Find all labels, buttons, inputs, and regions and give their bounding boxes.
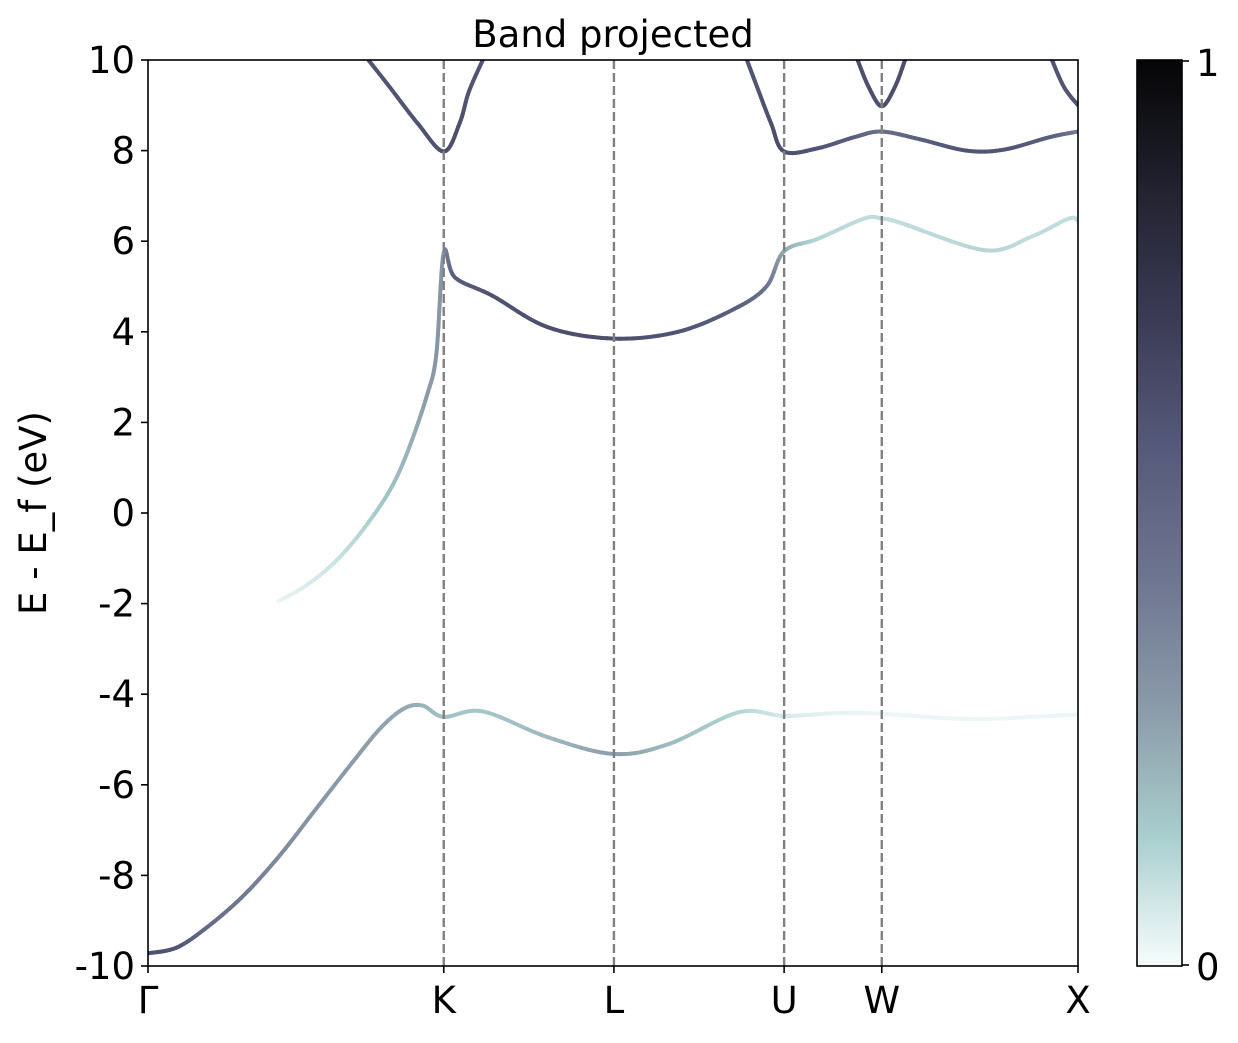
y-axis-label: E - E_f (eV) [12,411,55,615]
y-axis: -10 -8 -6 -4 -2 0 2 4 6 8 10 [75,39,148,988]
band-3 [747,60,1078,153]
y-tick-label: 10 [88,39,135,82]
x-tick-label-U: U [771,979,798,1022]
y-tick-label: -4 [98,673,135,716]
y-tick-label: 8 [111,130,135,173]
y-tick-label: 4 [111,311,135,354]
chart-title: Band projected [472,13,753,56]
colorbar-gradient [1137,60,1182,966]
x-tick-label-X: X [1065,979,1090,1022]
x-tick-label-K: K [432,979,458,1022]
kpoint-lines [444,60,882,966]
band-5 [1052,60,1078,105]
y-tick-label: -6 [98,764,135,807]
colorbar-min-label: 0 [1196,946,1220,989]
x-tick-label-W: W [863,979,900,1022]
y-tick-label: 2 [111,401,135,444]
y-tick-label: -10 [75,945,135,988]
band-2 [368,60,482,152]
x-tick-label-Γ: Γ [138,979,159,1022]
x-tick-label-L: L [604,979,625,1022]
colorbar-max-label: 1 [1196,42,1220,85]
y-tick-label: 6 [111,220,135,263]
y-tick-label: 0 [111,492,135,535]
y-tick-label: -2 [98,583,135,626]
colorbar: 1 0 [1137,42,1220,989]
y-tick-label: -8 [98,854,135,897]
band-1 [278,217,1078,601]
